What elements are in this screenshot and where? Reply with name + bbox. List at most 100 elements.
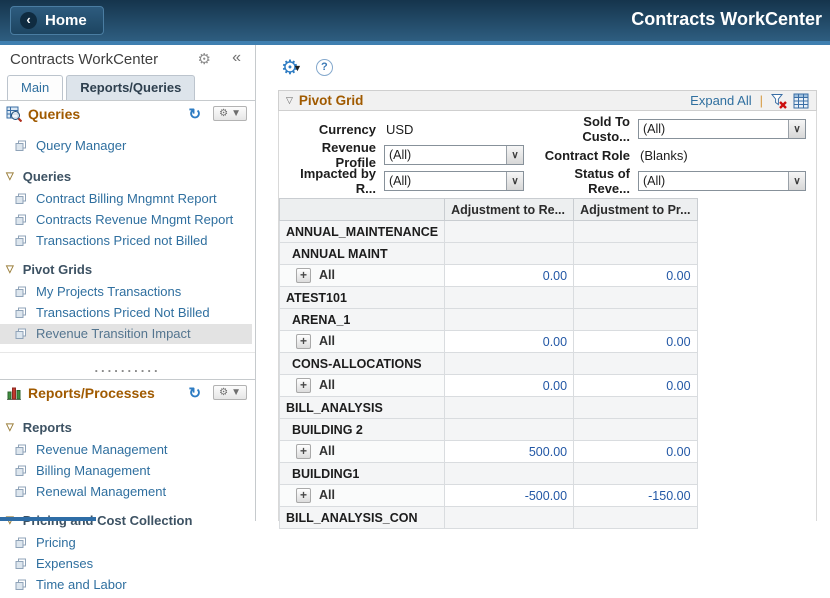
- chevron-down-icon[interactable]: ∨: [506, 146, 523, 164]
- sidebar-item-pricing[interactable]: Pricing: [0, 533, 255, 553]
- chevron-down-icon[interactable]: ∨: [506, 172, 523, 190]
- sidebar-gear-icon[interactable]: ⚙: [197, 51, 211, 68]
- row-group-cell: BUILDING1: [278, 462, 446, 485]
- sidebar-item-revenue-transition-impact[interactable]: Revenue Transition Impact: [0, 324, 252, 344]
- pivot-grid-table: Adjustment to Re... Adjustment to Pr... …: [278, 198, 698, 529]
- filter-label-sold-to-custo: Sold To Custo...: [582, 114, 630, 144]
- refresh-icon[interactable]: ↻: [188, 105, 202, 123]
- tab-main[interactable]: Main: [7, 75, 64, 100]
- table-row: ARENA_1: [278, 308, 698, 331]
- chevron-down-icon[interactable]: ∨: [788, 172, 805, 190]
- row-group-cell: ARENA_1: [278, 308, 446, 331]
- page-title: Contracts WorkCenter: [631, 9, 822, 29]
- caret-down-icon[interactable]: ▼: [292, 62, 302, 73]
- expand-plus-button[interactable]: +: [296, 444, 311, 460]
- sidebar-item-label: My Projects Transactions: [36, 284, 182, 299]
- sidebar-item-contracts-revenue-mngmt-report[interactable]: Contracts Revenue Mngmt Report: [0, 210, 255, 230]
- gear-icon: ⚙: [219, 108, 229, 119]
- sold-to-custo-dropdown[interactable]: (All) ∨: [638, 119, 806, 139]
- pagelet-link-icon: [15, 558, 27, 570]
- chevron-down-icon[interactable]: ∨: [788, 120, 805, 138]
- pagelet-drag-handle[interactable]: ..........: [94, 360, 161, 375]
- actions-gear-icon[interactable]: ⚙: [281, 57, 299, 79]
- expand-plus-button[interactable]: +: [296, 488, 311, 504]
- row-dimension-header: [278, 198, 446, 221]
- table-row: + All 0.00 0.00: [278, 374, 698, 397]
- sidebar-item-billing-management[interactable]: Billing Management: [0, 461, 255, 481]
- pagelet-link-icon: [15, 214, 27, 226]
- filter-row: Currency USD Sold To Custo... (All) ∨: [279, 114, 816, 144]
- sidebar-item-label: Time and Labor: [36, 577, 127, 592]
- sidebar-group-queries[interactable]: ▽ Queries: [0, 166, 255, 187]
- sidebar-group-reports[interactable]: ▽ Reports: [0, 417, 255, 438]
- empty-cell: [444, 242, 575, 265]
- value-cell[interactable]: 0.00: [573, 440, 698, 463]
- sidebar-group-pivot-grids[interactable]: ▽ Pivot Grids: [0, 259, 255, 280]
- table-row: BILL_ANALYSIS_CON: [278, 506, 698, 529]
- reports-gear-menu-button[interactable]: ⚙ ▼: [213, 385, 247, 400]
- expand-plus-button[interactable]: +: [296, 334, 311, 350]
- row-group-cell: BILL_ANALYSIS: [278, 396, 446, 419]
- home-button[interactable]: ‹ Home: [10, 6, 104, 35]
- grid-view-icon[interactable]: [793, 93, 809, 109]
- table-header-row: Adjustment to Re... Adjustment to Pr...: [278, 198, 698, 221]
- sidebar-item-revenue-management[interactable]: Revenue Management: [0, 440, 255, 460]
- impacted-by-r-dropdown[interactable]: (All) ∨: [384, 171, 524, 191]
- expand-plus-button[interactable]: +: [296, 378, 311, 394]
- sidebar-item-transactions-priced-not-billed[interactable]: Transactions Priced not Billed: [0, 231, 255, 251]
- expand-plus-button[interactable]: +: [296, 268, 311, 284]
- sidebar-item-label: Transactions Priced Not Billed: [36, 305, 210, 320]
- table-row: ANNUAL_MAINTENANCE: [278, 220, 698, 243]
- value-cell[interactable]: -150.00: [573, 484, 698, 507]
- sidebar-item-my-projects-transactions[interactable]: My Projects Transactions: [0, 282, 255, 302]
- tab-reports-queries[interactable]: Reports/Queries: [66, 75, 196, 100]
- row-group-cell: BILL_ANALYSIS_CON: [278, 506, 446, 529]
- help-icon[interactable]: ?: [315, 59, 333, 76]
- value-cell[interactable]: 0.00: [444, 264, 575, 287]
- pagelet-link-icon: [15, 140, 27, 152]
- collapse-sidebar-icon[interactable]: «: [232, 49, 241, 66]
- revenue-profile-dropdown[interactable]: (All) ∨: [384, 145, 524, 165]
- sidebar-item-transactions-priced-not-billed[interactable]: Transactions Priced Not Billed: [0, 303, 255, 323]
- value-cell[interactable]: -500.00: [444, 484, 575, 507]
- filter-label-status-of-reve: Status of Reve...: [574, 166, 630, 196]
- value-cell[interactable]: 500.00: [444, 440, 575, 463]
- pivot-grid-filters: Currency USD Sold To Custo... (All) ∨ Revenue…: [279, 114, 816, 196]
- column-header[interactable]: Adjustment to Re...: [444, 198, 575, 221]
- value-cell[interactable]: 0.00: [573, 374, 698, 397]
- sidebar-group-label: Queries: [22, 169, 72, 184]
- sidebar-item-time-and-labor[interactable]: Time and Labor: [0, 575, 255, 595]
- empty-cell: [444, 286, 575, 309]
- table-row: + All 0.00 0.00: [278, 330, 698, 353]
- dropdown-selected-value: (All): [643, 122, 666, 136]
- status-of-reve-dropdown[interactable]: (All) ∨: [638, 171, 806, 191]
- value-cell[interactable]: 0.00: [444, 330, 575, 353]
- empty-cell: [444, 506, 575, 529]
- sidebar-item-label: Contracts Revenue Mngmt Report: [36, 212, 234, 227]
- refresh-icon[interactable]: ↻: [188, 384, 202, 402]
- value-cell[interactable]: 0.00: [573, 264, 698, 287]
- pagelet-link-icon: [15, 193, 27, 205]
- queries-gear-menu-button[interactable]: ⚙ ▼: [213, 106, 247, 121]
- caret-down-icon: ▼: [231, 387, 241, 398]
- sidebar-item-query-manager[interactable]: Query Manager: [0, 136, 255, 156]
- empty-cell: [573, 220, 698, 243]
- sidebar-tabs: Main Reports/Queries: [0, 73, 255, 100]
- table-row: + All -500.00 -150.00: [278, 484, 698, 507]
- sidebar-item-label: Query Manager: [36, 138, 127, 153]
- column-header[interactable]: Adjustment to Pr...: [573, 198, 698, 221]
- sidebar-item-contract-billing-mngmnt-report[interactable]: Contract Billing Mngmnt Report: [0, 189, 255, 209]
- table-row: ATEST101: [278, 286, 698, 309]
- main-content: ⚙ ▼ ? ▽ Pivot Grid Expand All |: [256, 45, 830, 529]
- clear-filter-icon[interactable]: [771, 93, 787, 109]
- expand-all-link[interactable]: Expand All: [690, 93, 752, 108]
- value-cell[interactable]: 0.00: [444, 374, 575, 397]
- reports-section-header: Reports/Processes ↻ ⚙ ▼: [0, 379, 255, 405]
- row-label: All: [319, 377, 335, 392]
- sidebar-item-renewal-management[interactable]: Renewal Management: [0, 482, 255, 502]
- sidebar-item-expenses[interactable]: Expenses: [0, 554, 255, 574]
- value-cell[interactable]: 0.00: [573, 330, 698, 353]
- table-row: BILL_ANALYSIS: [278, 396, 698, 419]
- collapse-section-triangle-icon[interactable]: ▽: [286, 95, 293, 105]
- empty-cell: [573, 396, 698, 419]
